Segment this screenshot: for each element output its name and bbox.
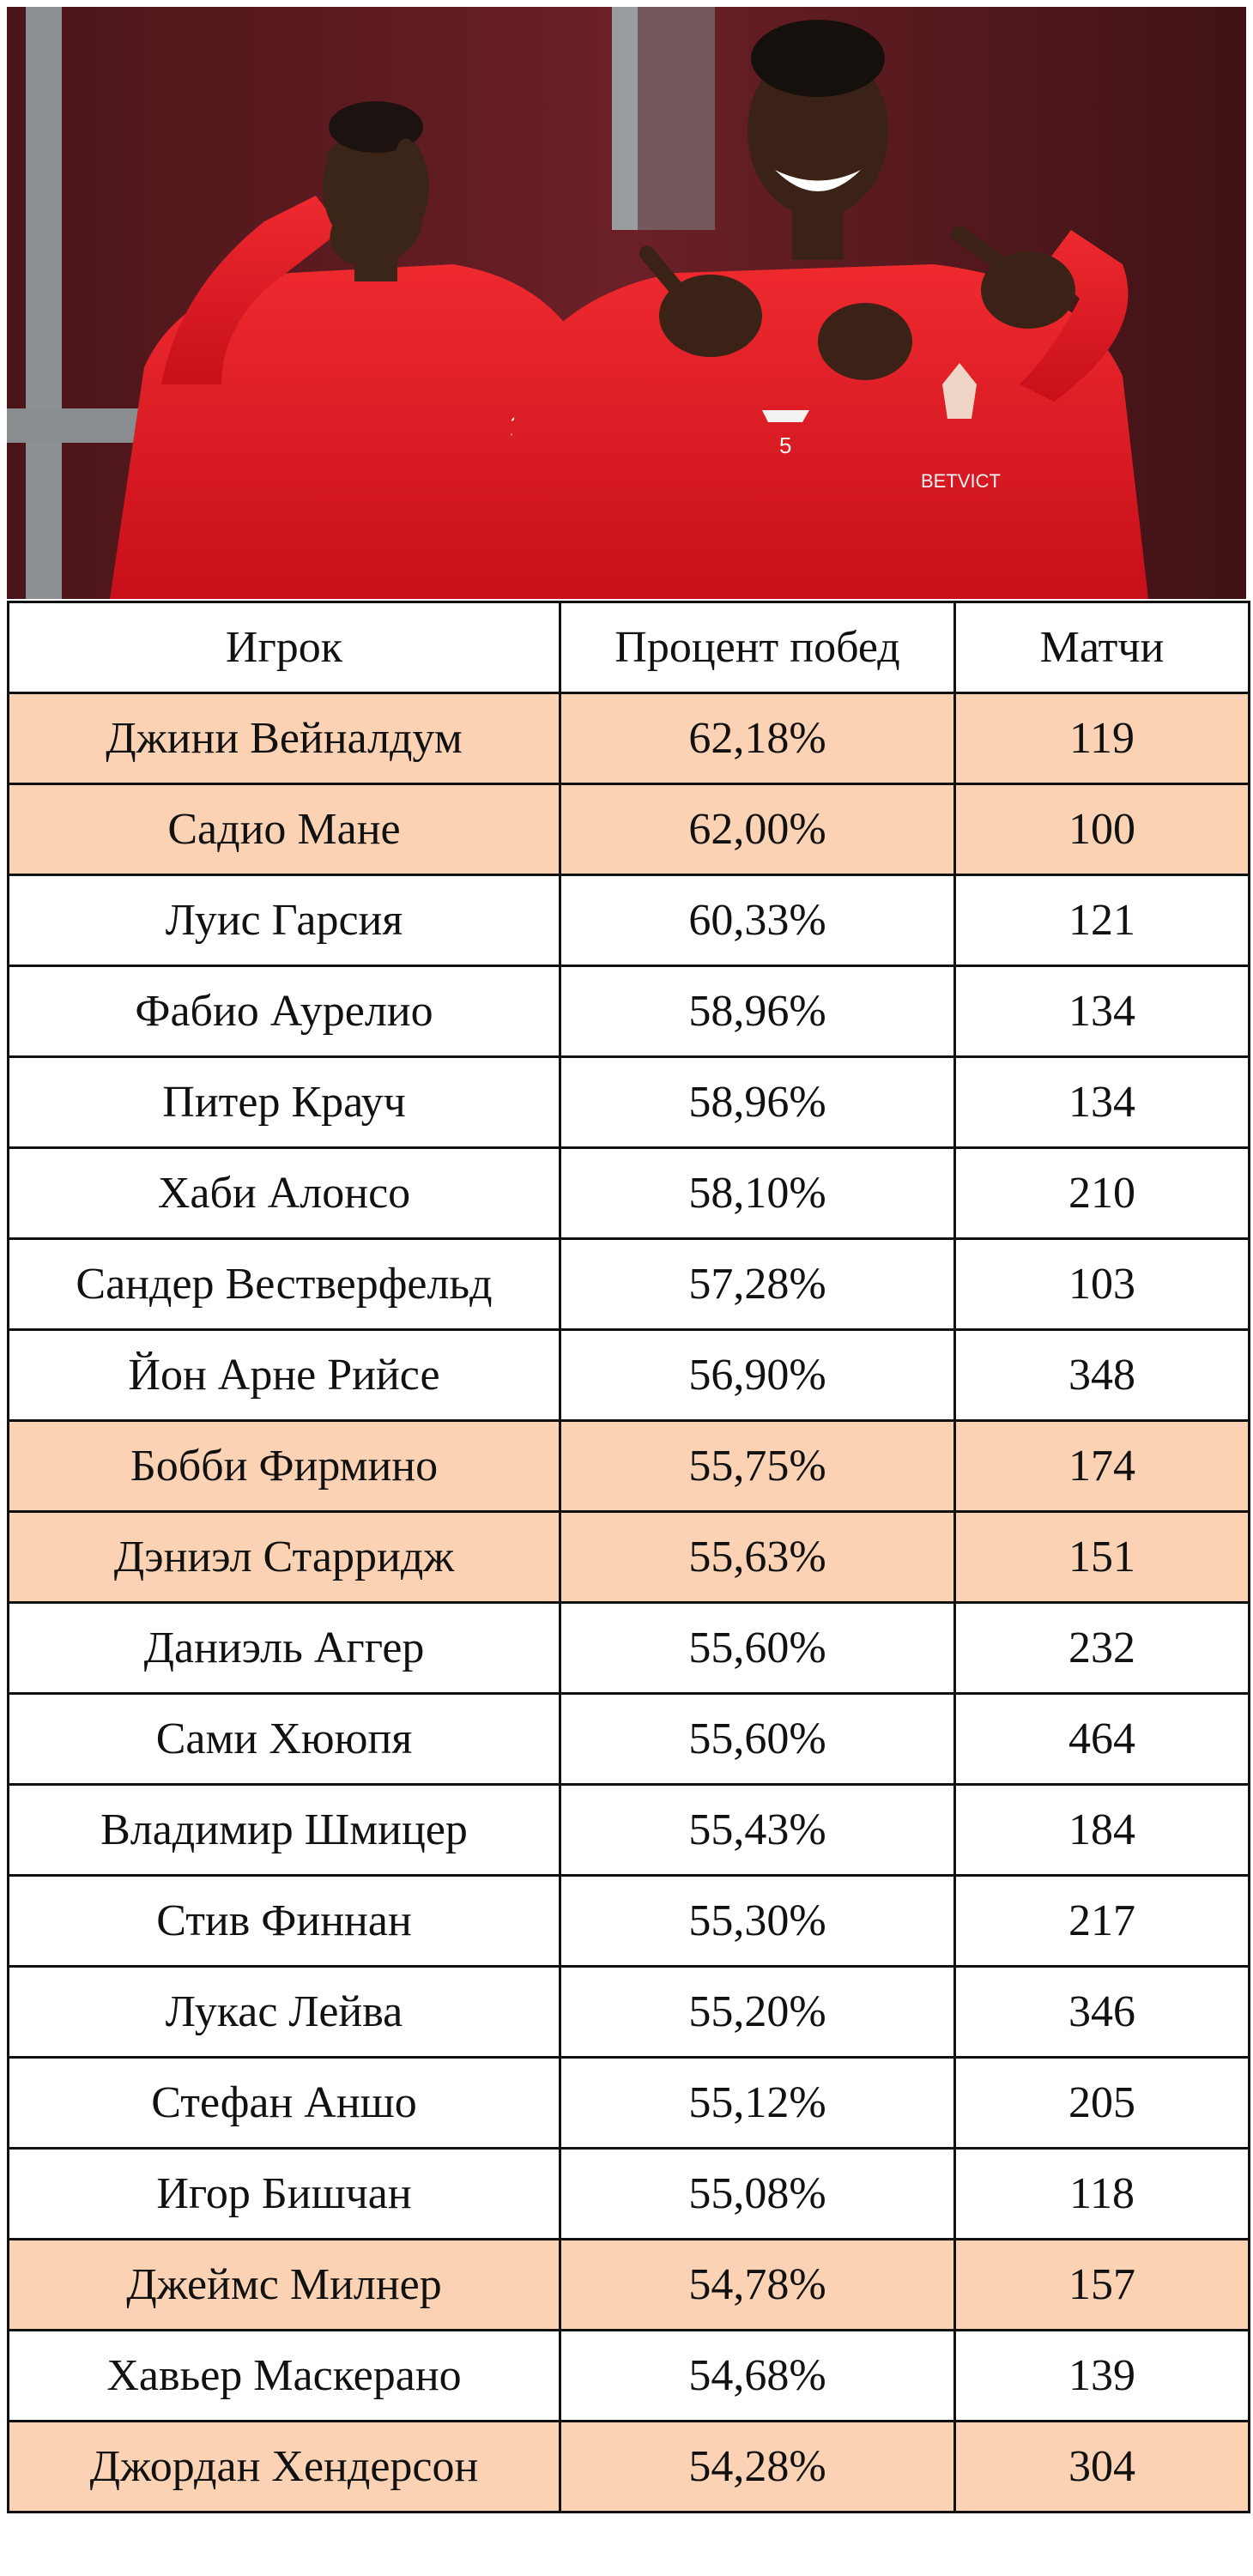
player-name-cell: Стефан Аншо [7,2056,561,2150]
matches-cell: 232 [953,1601,1250,1695]
win-pct-cell: 55,63% [559,1510,956,1604]
table-row: Садио Мане 62,00% 100 [7,783,1250,876]
matches-cell: 184 [953,1783,1250,1877]
win-pct-cell: 54,78% [559,2238,956,2331]
player-name-cell: Фабио Аурелио [7,964,561,1058]
shirt-number-right: 5 [779,432,791,458]
table-row: Джеймс Милнер 54,78% 157 [7,2238,1250,2331]
matches-cell: 139 [953,2329,1250,2422]
players-illustration: 10 BETVICT 5 [7,7,1246,599]
crest-icon [942,363,977,419]
player-name-cell: Лукас Лейва [7,1965,561,2059]
player-name-cell: Луис Гарсия [7,874,561,967]
table-row: Лукас Лейва 55,20% 346 [7,1965,1250,2059]
table-row: Фабио Аурелио 58,96% 134 [7,964,1250,1058]
win-pct-cell: 55,60% [559,1692,956,1786]
player-name-cell: Владимир Шмицер [7,1783,561,1877]
matches-cell: 210 [953,1146,1250,1240]
table-row: Бобби Фирмино 55,75% 174 [7,1419,1250,1513]
matches-cell: 121 [953,874,1250,967]
win-pct-cell: 62,18% [559,692,956,785]
player-name-cell: Сами Хююпя [7,1692,561,1786]
win-pct-cell: 55,12% [559,2056,956,2150]
players-photo: 10 BETVICT 5 [7,7,1246,599]
matches-cell: 100 [953,783,1250,876]
player-name-cell: Питер Крауч [7,1055,561,1149]
table-row: Даниэль Аггер 55,60% 232 [7,1601,1250,1695]
player-name-cell: Садио Мане [7,783,561,876]
matches-cell: 151 [953,1510,1250,1604]
player-left: 10 [110,101,608,599]
win-pct-cell: 60,33% [559,874,956,967]
table-row: Сами Хююпя 55,60% 464 [7,1692,1250,1786]
table-row: Игор Бишчан 55,08% 118 [7,2147,1250,2240]
win-pct-cell: 55,20% [559,1965,956,2059]
matches-cell: 134 [953,1055,1250,1149]
player-name-cell: Йон Арне Рийсе [7,1328,561,1422]
table-row: Стефан Аншо 55,12% 205 [7,2056,1250,2150]
win-pct-cell: 54,68% [559,2329,956,2422]
player-name-cell: Сандер Вестверфельд [7,1237,561,1331]
table-row: Йон Арне Рийсе 56,90% 348 [7,1328,1250,1422]
table-row: Стив Финнан 55,30% 217 [7,1874,1250,1968]
player-name-cell: Стив Финнан [7,1874,561,1968]
player-name-cell: Бобби Фирмино [7,1419,561,1513]
matches-cell: 464 [953,1692,1250,1786]
matches-cell: 304 [953,2420,1250,2513]
window-post-center [612,7,638,230]
matches-cell: 157 [953,2238,1250,2331]
matches-cell: 103 [953,1237,1250,1331]
win-pct-cell: 56,90% [559,1328,956,1422]
window-post-left [26,7,62,599]
nb-logo-icon [762,410,809,422]
matches-cell: 118 [953,2147,1250,2240]
matches-cell: 119 [953,692,1250,785]
matches-cell: 134 [953,964,1250,1058]
table-row: Хавьер Маскерано 54,68% 139 [7,2329,1250,2422]
player-name-cell: Хаби Алонсо [7,1146,561,1240]
win-pct-cell: 55,43% [559,1783,956,1877]
matches-cell: 205 [953,2056,1250,2150]
table-row: Джини Вейналдум 62,18% 119 [7,692,1250,785]
win-pct-cell: 55,08% [559,2147,956,2240]
win-pct-cell: 58,10% [559,1146,956,1240]
sponsor-text: BETVICT [921,470,1001,492]
table-row: Владимир Шмицер 55,43% 184 [7,1783,1250,1877]
table-header-row: Игрок Процент побед Матчи [7,601,1250,694]
matches-cell: 217 [953,1874,1250,1968]
win-pct-cell: 55,75% [559,1419,956,1513]
matches-cell: 346 [953,1965,1250,2059]
win-pct-cell: 58,96% [559,1055,956,1149]
player-name-cell: Джордан Хендерсон [7,2420,561,2513]
player-name-cell: Хавьер Маскерано [7,2329,561,2422]
win-pct-cell: 58,96% [559,964,956,1058]
matches-cell: 348 [953,1328,1250,1422]
table-row: Луис Гарсия 60,33% 121 [7,874,1250,967]
win-pct-cell: 57,28% [559,1237,956,1331]
table-row: Сандер Вестверфельд 57,28% 103 [7,1237,1250,1331]
win-pct-cell: 54,28% [559,2420,956,2513]
player-name-cell: Даниэль Аггер [7,1601,561,1695]
table-row: Питер Крауч 58,96% 134 [7,1055,1250,1149]
player-name-cell: Игор Бишчан [7,2147,561,2240]
header-win-pct: Процент побед [559,601,956,694]
table-row: Джордан Хендерсон 54,28% 304 [7,2420,1250,2513]
table-row: Хаби Алонсо 58,10% 210 [7,1146,1250,1240]
win-pct-cell: 62,00% [559,783,956,876]
player-name-cell: Джеймс Милнер [7,2238,561,2331]
win-pct-cell: 55,30% [559,1874,956,1968]
player-name-cell: Дэниэл Старридж [7,1510,561,1604]
header-player: Игрок [7,601,561,694]
win-rate-table: Игрок Процент побед Матчи Джини Вейналду… [7,601,1250,2513]
player-name-cell: Джини Вейналдум [7,692,561,785]
table-row: Дэниэл Старридж 55,63% 151 [7,1510,1250,1604]
table-body: Джини Вейналдум 62,18% 119 Садио Мане 62,00%… [7,692,1250,2513]
matches-cell: 174 [953,1419,1250,1513]
win-pct-cell: 55,60% [559,1601,956,1695]
header-matches: Матчи [953,601,1250,694]
player-right: BETVICT 5 [487,20,1148,599]
